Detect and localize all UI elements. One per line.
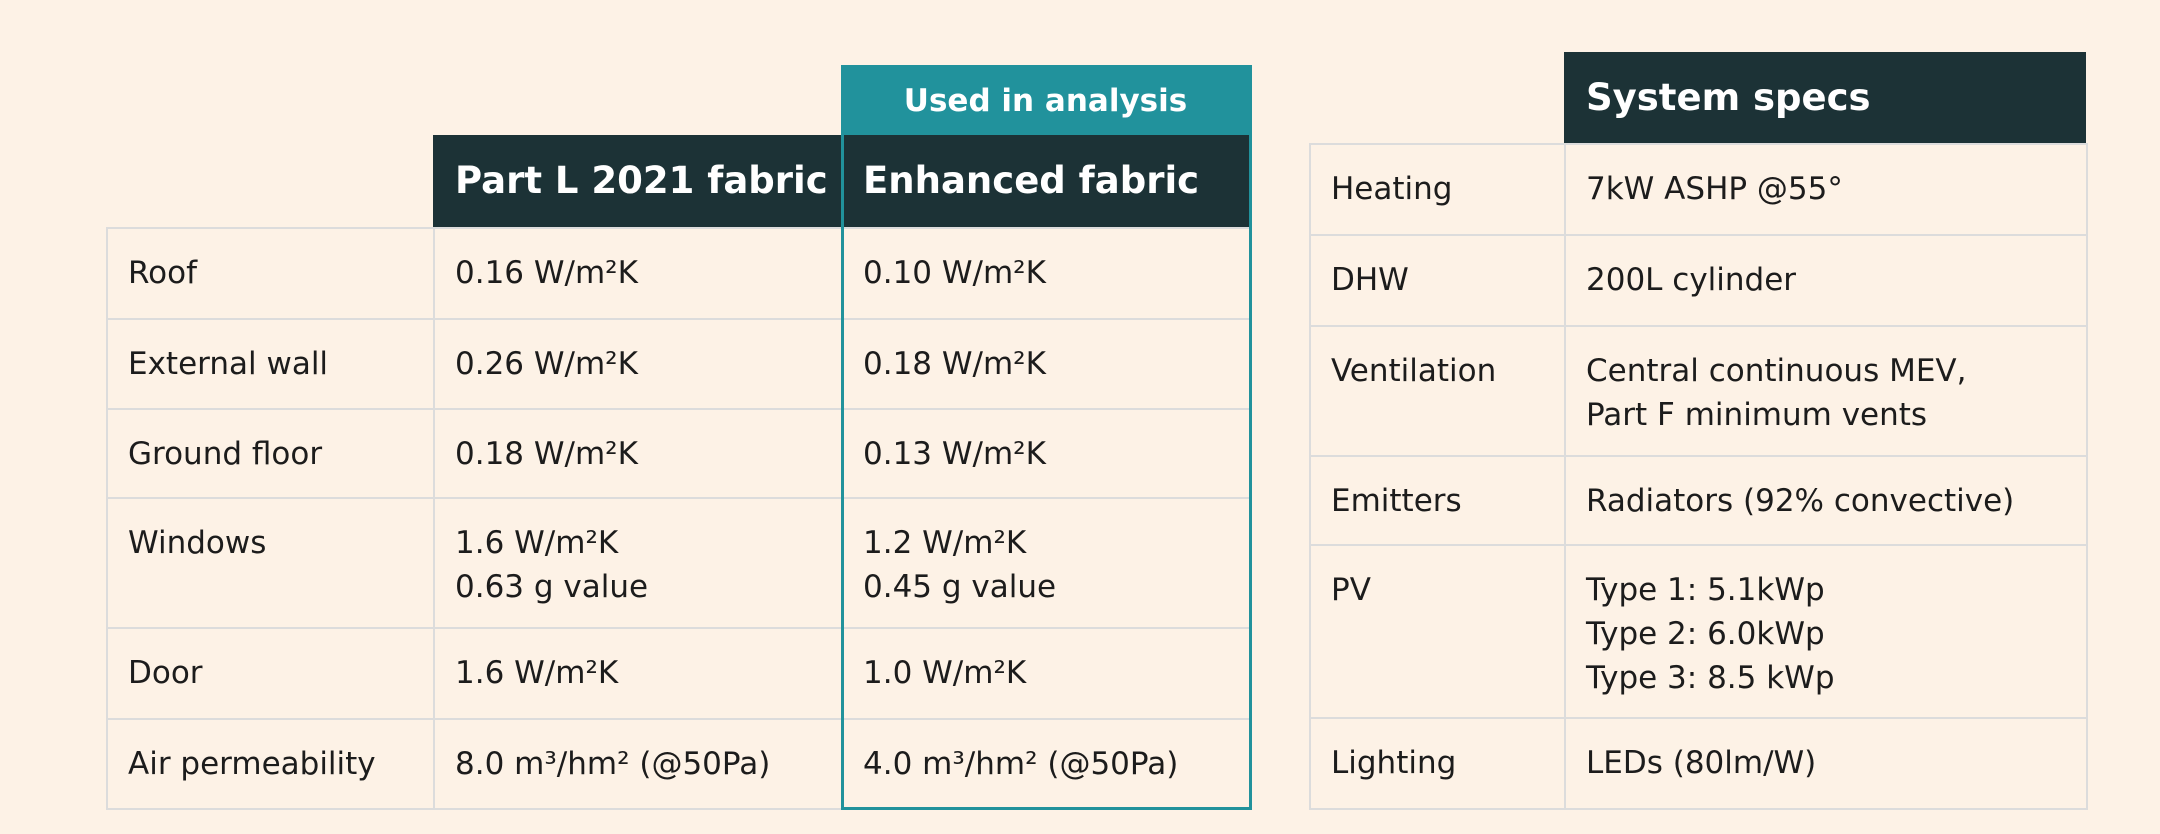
cell-line: LEDs (80lm/W)	[1586, 745, 1817, 781]
cell-line: 0.16 W/m²K	[455, 255, 638, 291]
cell-line: 1.0 W/m²K	[863, 655, 1027, 691]
row-label: PV	[1309, 544, 1566, 719]
cell-line: Type 2: 6.0kWp	[1586, 616, 1825, 652]
cell-value: 4.0 m³/hm² (@50Pa)	[841, 718, 1252, 810]
row-label: Roof	[106, 227, 435, 320]
cell-line: 0.18 W/m²K	[455, 436, 638, 472]
cell-line: 7kW ASHP @55°	[1586, 171, 1843, 207]
column-header: Part L 2021 fabric	[433, 135, 843, 227]
cell-value: 200L cylinder	[1564, 234, 2088, 327]
cell-value: LEDs (80lm/W)	[1564, 717, 2088, 810]
cell-line: 0.45 g value	[863, 569, 1057, 605]
cell-line: 200L cylinder	[1586, 262, 1797, 298]
cell-value: 1.6 W/m²K	[433, 627, 843, 720]
cell-line: Radiators (92% convective)	[1586, 483, 2015, 519]
cell-value: Radiators (92% convective)	[1564, 455, 2088, 546]
row-label: External wall	[106, 318, 435, 410]
row-label: Emitters	[1309, 455, 1566, 546]
row-label: Door	[106, 627, 435, 720]
cell-value: 0.16 W/m²K	[433, 227, 843, 320]
cell-value: 1.6 W/m²K 0.63 g value	[433, 497, 843, 629]
row-label: Ground floor	[106, 408, 435, 499]
cell-line: 0.18 W/m²K	[863, 346, 1046, 382]
row-label: Windows	[106, 497, 435, 629]
cell-line: Central continuous MEV,	[1586, 353, 1967, 389]
column-header: Enhanced fabric	[841, 135, 1252, 227]
cell-value: 0.18 W/m²K	[841, 318, 1252, 410]
cell-value: Central continuous MEV, Part F minimum ve…	[1564, 325, 2088, 457]
row-label: Lighting	[1309, 717, 1566, 810]
cell-line: 8.0 m³/hm² (@50Pa)	[455, 746, 771, 782]
row-label: DHW	[1309, 234, 1566, 327]
cell-value: 8.0 m³/hm² (@50Pa)	[433, 718, 843, 810]
cell-line: 1.6 W/m²K	[455, 525, 619, 561]
cell-value: 0.10 W/m²K	[841, 227, 1252, 320]
cell-value: 7kW ASHP @55°	[1564, 143, 2088, 236]
cell-line: Type 1: 5.1kWp	[1586, 572, 1825, 608]
cell-value: Type 1: 5.1kWp Type 2: 6.0kWp Type 3: 8.5 …	[1564, 544, 2088, 719]
row-label: Air permeability	[106, 718, 435, 810]
cell-line: Part F minimum vents	[1586, 397, 1928, 433]
cell-line: 4.0 m³/hm² (@50Pa)	[863, 746, 1179, 782]
row-label: Ventilation	[1309, 325, 1566, 457]
cell-line: 1.2 W/m²K	[863, 525, 1027, 561]
cell-value: 0.18 W/m²K	[433, 408, 843, 499]
cell-value: 1.2 W/m²K 0.45 g value	[841, 497, 1252, 629]
cell-line: Type 3: 8.5 kWp	[1586, 660, 1835, 696]
cell-line: 1.6 W/m²K	[455, 655, 619, 691]
cell-value: 0.26 W/m²K	[433, 318, 843, 410]
cell-line: 0.13 W/m²K	[863, 436, 1046, 472]
cell-line: 0.10 W/m²K	[863, 255, 1046, 291]
cell-line: 0.26 W/m²K	[455, 346, 638, 382]
analysis-badge: Used in analysis	[841, 65, 1250, 137]
cell-line: 0.63 g value	[455, 569, 649, 605]
system-header: System specs	[1564, 52, 2086, 144]
row-label: Heating	[1309, 143, 1566, 236]
cell-value: 0.13 W/m²K	[841, 408, 1252, 499]
cell-value: 1.0 W/m²K	[841, 627, 1252, 720]
